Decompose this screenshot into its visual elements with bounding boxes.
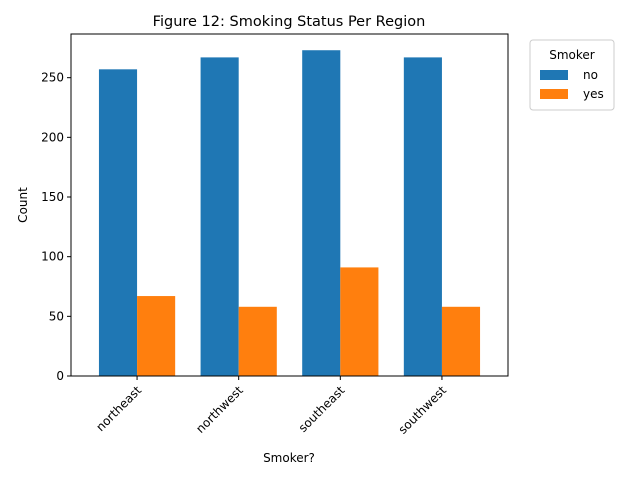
y-tick-label: 100: [41, 250, 64, 264]
bars-group: [98, 50, 481, 376]
legend-swatch-no: [540, 70, 568, 80]
x-axis: northeast northwest southeast southwest: [93, 376, 449, 437]
legend-label-no: no: [583, 68, 598, 82]
y-tick-label: 0: [56, 369, 64, 383]
x-tick-label: northwest: [193, 383, 246, 436]
x-tick-label: northeast: [93, 383, 144, 434]
bar-no-northeast: [98, 69, 138, 376]
bar-no-southeast: [302, 50, 341, 376]
bar-no-southwest: [403, 57, 442, 376]
y-tick-label: 200: [41, 130, 64, 144]
legend-swatch-yes: [540, 89, 568, 99]
x-tick-label: southeast: [296, 383, 348, 435]
bar-yes-northwest: [238, 306, 277, 376]
bar-yes-northeast: [137, 296, 176, 376]
bar-yes-southeast: [340, 267, 379, 376]
legend: Smoker no yes: [529, 39, 615, 111]
bar-no-northwest: [200, 57, 239, 376]
y-tick-label: 250: [41, 71, 64, 85]
y-axis-label: Count: [16, 187, 30, 223]
x-tick-label: southwest: [396, 383, 450, 437]
bar-yes-southwest: [441, 306, 481, 376]
y-tick-label: 150: [41, 190, 64, 204]
y-tick-label: 50: [49, 309, 64, 323]
legend-title: Smoker: [549, 48, 595, 62]
x-axis-label: Smoker?: [263, 451, 315, 465]
plot-frame: [70, 33, 509, 377]
chart-title: Figure 12: Smoking Status Per Region: [153, 14, 426, 30]
legend-label-yes: yes: [583, 87, 604, 101]
y-axis: 0 50 100 150 200 250: [41, 71, 71, 383]
